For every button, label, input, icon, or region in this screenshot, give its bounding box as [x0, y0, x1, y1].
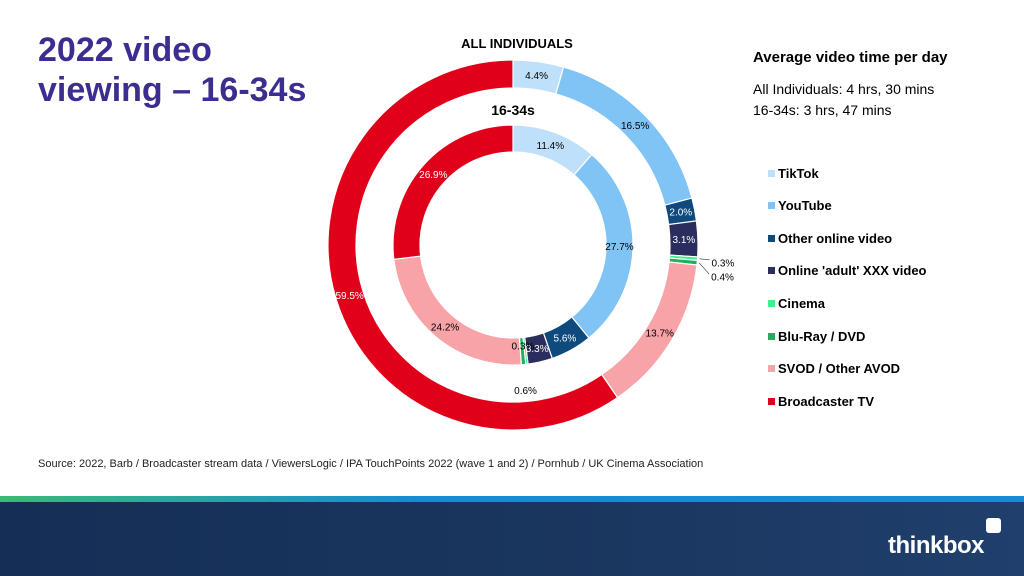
leader-line: [699, 258, 710, 261]
data-label: 0.4%: [711, 272, 734, 283]
summary-16-34s: 16-34s: 3 hrs, 47 mins: [753, 102, 892, 118]
legend-label: TikTok: [778, 165, 819, 181]
legend-swatch: [768, 397, 775, 405]
data-label: 16.5%: [621, 121, 649, 132]
footer-accent-green: [0, 496, 420, 502]
legend-label: Broadcaster TV: [778, 393, 875, 409]
donut-chart: ALL INDIVIDUALS 16-34s 4.4% 16.5% 2.0% 3.1%…: [327, 36, 734, 431]
thinkbox-logo-mark: [986, 518, 1001, 533]
slice-outer-broadcaster-tv: [327, 59, 619, 431]
data-label: 5.6%: [553, 334, 576, 345]
legend-item: SVOD / Other AVOD: [768, 360, 900, 378]
leader-line: [698, 262, 710, 275]
footer-bar: [0, 502, 1024, 576]
data-label: 4.4%: [525, 71, 548, 82]
data-label: 3.3%: [526, 344, 549, 355]
source-note: Source: 2022, Barb / Broadcaster stream …: [38, 458, 704, 470]
legend-swatch: [768, 332, 775, 340]
legend-item: YouTube: [768, 197, 832, 215]
slice-inner-svod-other-avod: [393, 255, 522, 366]
legend-item: TikTok: [768, 164, 819, 182]
legend-swatch: [768, 267, 775, 275]
data-label: 26.9%: [419, 170, 447, 181]
slice-inner-broadcaster-tv: [392, 124, 514, 260]
legend-label: SVOD / Other AVOD: [778, 361, 901, 377]
data-label: 59.5%: [335, 291, 363, 302]
outer-ring: [327, 59, 699, 431]
summary-title: Average video time per day: [753, 49, 948, 66]
legend-item: Cinema: [768, 294, 825, 312]
data-label: 13.7%: [646, 328, 674, 339]
data-label: 0.3%: [711, 258, 734, 269]
legend-item: Broadcaster TV: [768, 392, 874, 410]
summary-all-individuals: All Individuals: 4 hrs, 30 mins: [753, 81, 935, 97]
data-label: 27.7%: [605, 242, 633, 253]
legend-swatch: [768, 234, 775, 242]
data-label: 0.6%: [514, 386, 537, 397]
legend-item: Blu-Ray / DVD: [768, 327, 865, 345]
data-label: 0.3%: [512, 342, 535, 353]
legend-item: Online 'adult' XXX video: [768, 262, 926, 280]
legend-swatch: [768, 202, 775, 210]
legend-label: Cinema: [778, 295, 825, 311]
outer-ring-title: ALL INDIVIDUALS: [461, 36, 573, 51]
thinkbox-logo: thinkbox: [888, 532, 985, 559]
legend-swatch: [768, 169, 775, 177]
data-label: 3.1%: [673, 235, 696, 246]
legend-label: Blu-Ray / DVD: [778, 328, 866, 344]
data-label: 2.0%: [669, 208, 692, 219]
ring-labels: 4.4% 16.5% 2.0% 3.1% 0.3% 0.4% 13.7% 59.5% 11.4%…: [335, 71, 734, 397]
legend-item: Other online video: [768, 229, 892, 247]
footer-accent-blue: [0, 496, 1024, 502]
data-label: 24.2%: [431, 323, 459, 334]
legend-label: YouTube: [778, 198, 832, 214]
page-title: 2022 video viewing – 16-34s: [38, 31, 307, 109]
legend-label: Online 'adult' XXX video: [778, 263, 927, 279]
slice-outer-youtube: [555, 66, 693, 206]
legend-label: Other online video: [778, 230, 893, 246]
inner-ring-title: 16-34s: [491, 102, 535, 118]
data-label: 11.4%: [537, 141, 565, 152]
legend-swatch: [768, 299, 775, 307]
inner-ring: [392, 124, 634, 366]
legend-swatch: [768, 365, 775, 373]
